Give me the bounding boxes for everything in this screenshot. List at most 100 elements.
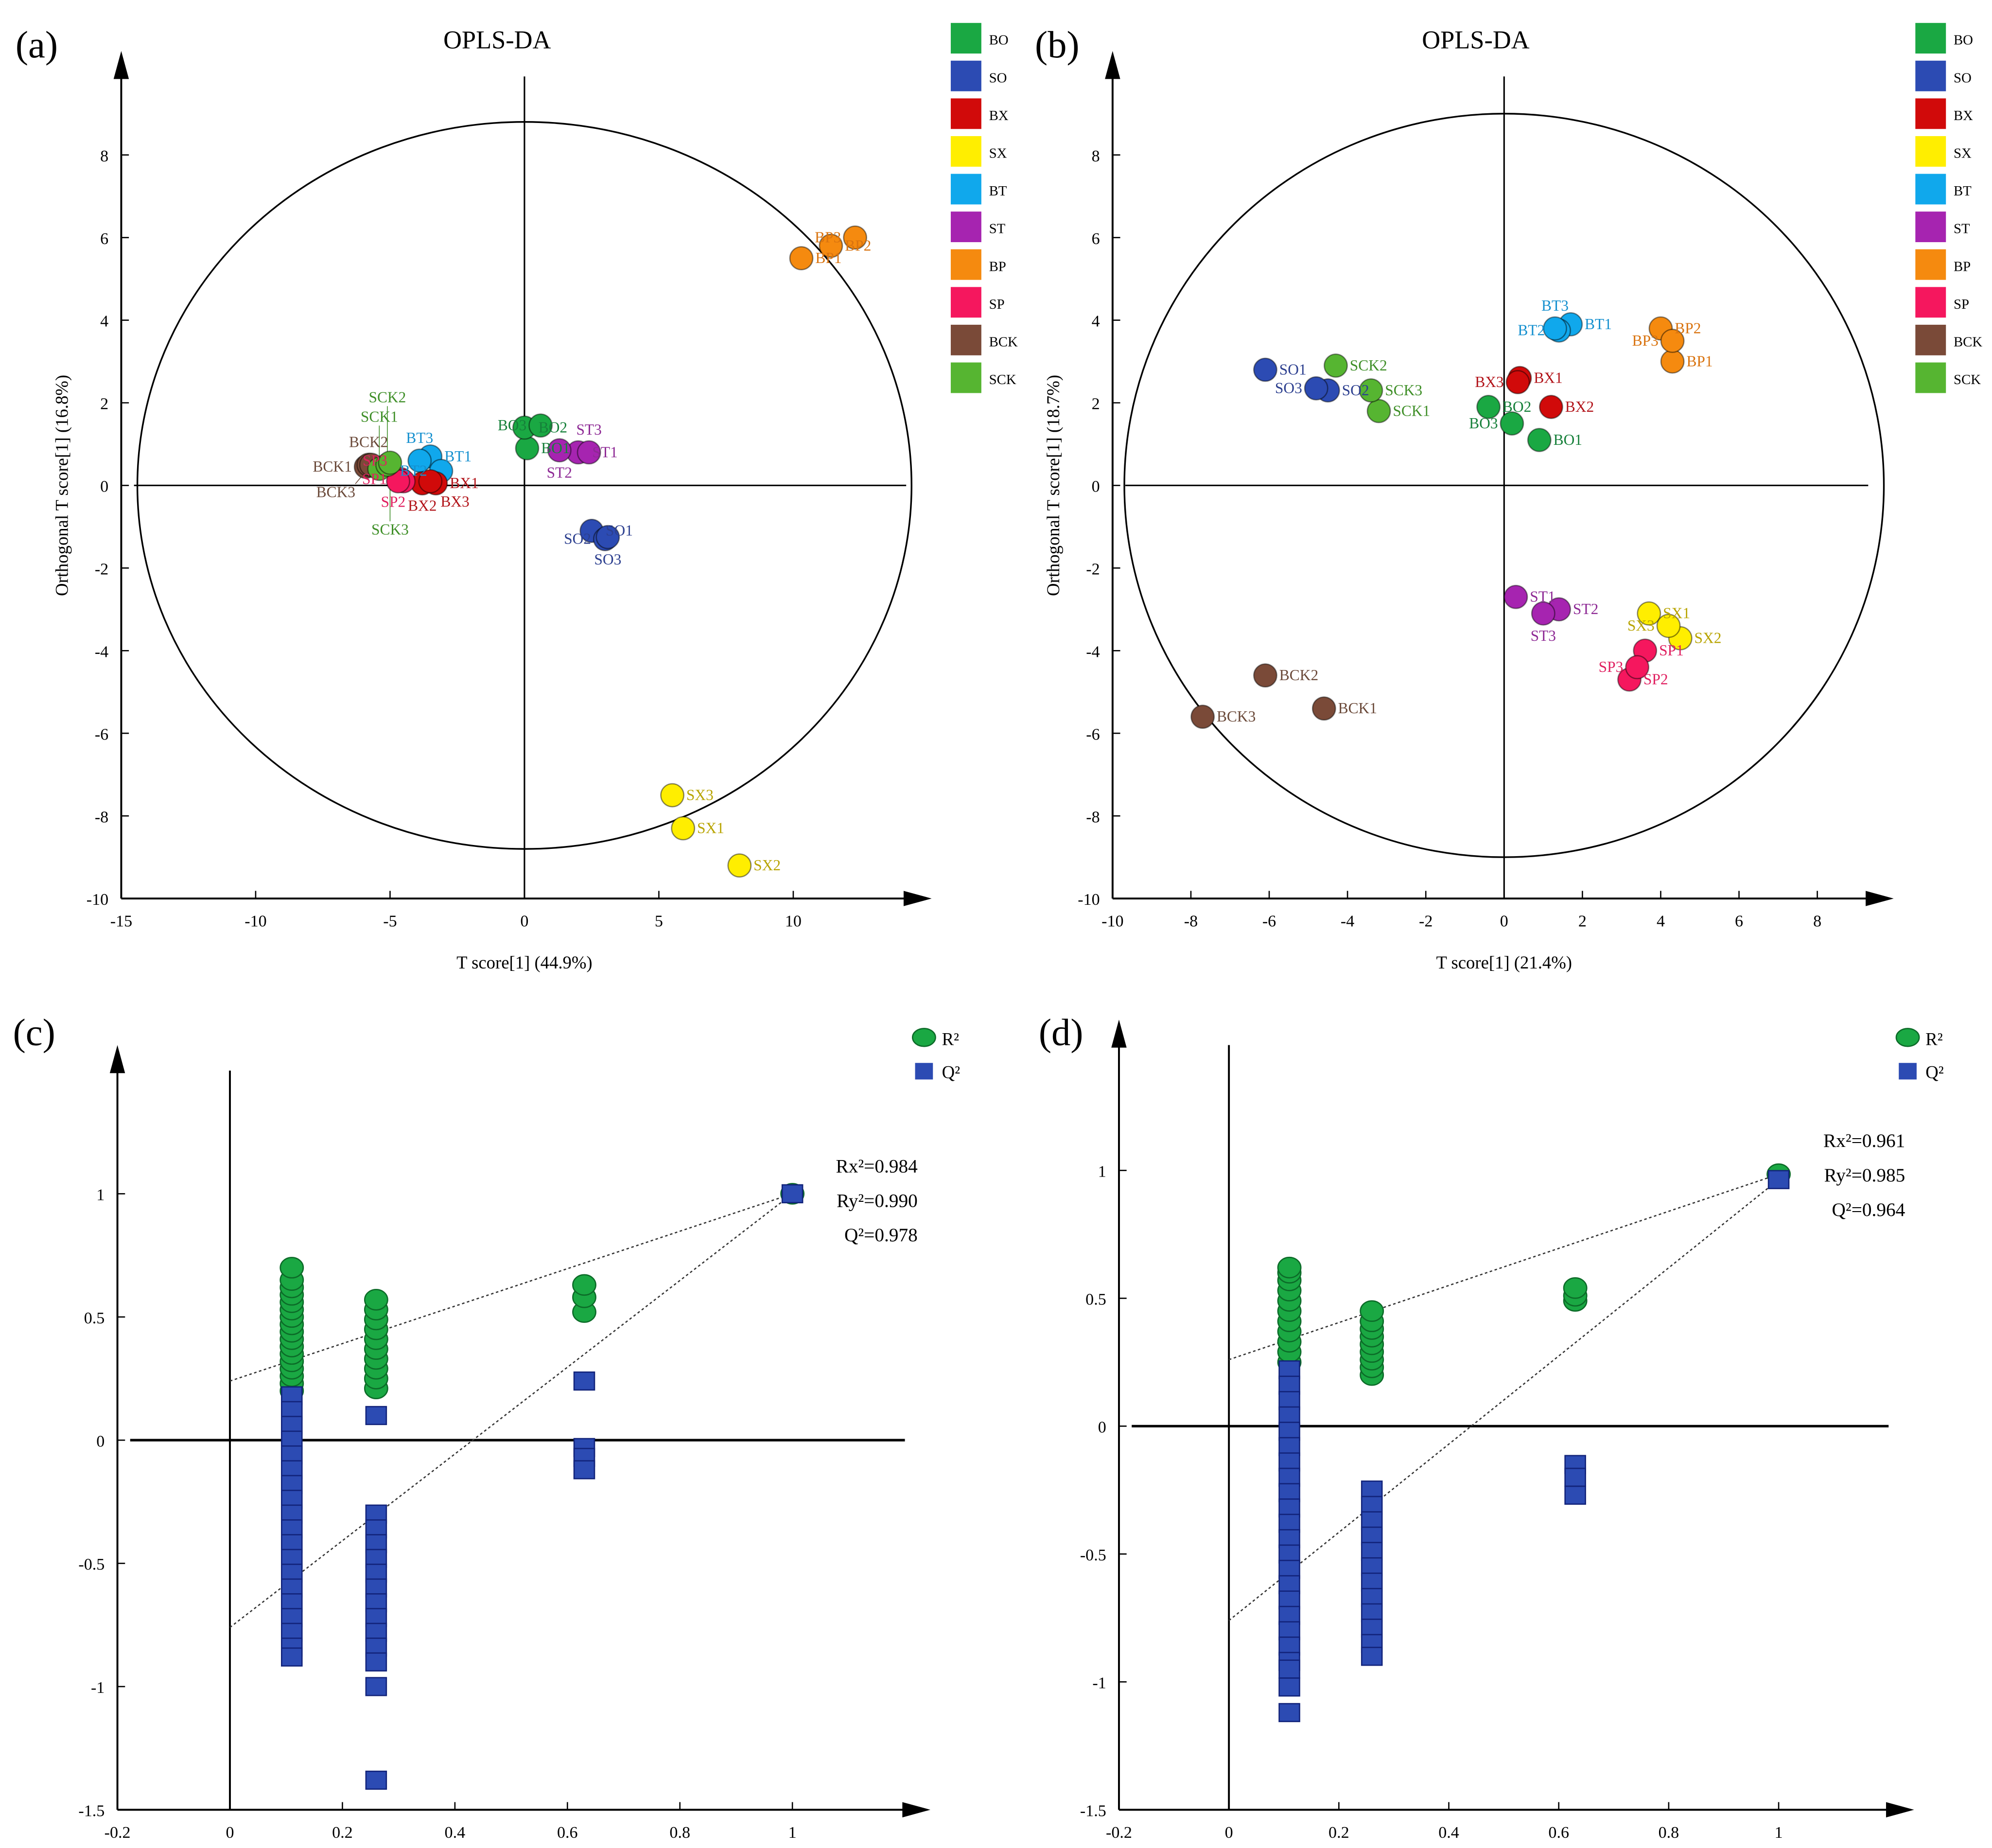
legend-swatch-SP [1915,287,1946,318]
legend-label: SO [1954,70,1972,86]
r2-regression-line [229,1193,793,1382]
legend-swatch-BX [950,98,981,129]
y-tick-label: -0.5 [1080,1546,1106,1564]
point-label: BX1 [450,475,478,492]
fit-statistic: Ry²=0.990 [837,1190,918,1211]
x-tick-label: 1 [788,1824,797,1842]
legend-swatch-BP [1915,249,1946,280]
chart-title: OPLS-DA [443,26,551,54]
legend-swatch-BO [1915,23,1946,54]
x-tick-label: 0.4 [1438,1824,1459,1842]
x-axis-label: T score[1] (44.9%) [456,952,592,972]
y-tick-label: 2 [100,395,108,413]
point-label: BCK2 [349,433,388,450]
y-tick-label: -6 [1086,725,1100,743]
point-label: SX3 [1627,617,1655,634]
panel-b: (b) OPLS-DA -10 -8 -6 -4 -2 0 2 4 6 8 -10 -8 -6 -4 -2 0 2 4… [1035,23,1982,972]
x-axis-arrow [1866,891,1894,906]
legend-swatch-SO [1915,60,1946,91]
fit-statistic: Rx²=0.984 [836,1156,918,1177]
point-label: BX1 [1534,369,1562,386]
point-label: SCK2 [368,389,406,406]
y-tick-label: 2 [1092,395,1100,413]
y-tick-label: -1.5 [78,1802,105,1820]
x-tick-label: -0.2 [105,1824,131,1842]
q2-point [1278,1703,1300,1723]
point-label: SP3 [363,452,387,469]
point-SP3 [1625,655,1650,680]
point-label: BT3 [406,429,433,446]
point-label: SP1 [1659,642,1684,659]
x-tick-label: 0 [226,1824,234,1842]
q2-point [365,1770,387,1790]
x-axis-label: T score[1] (21.4%) [1436,952,1572,972]
point-label: SO1 [1279,361,1307,378]
panel-label: (a) [16,24,58,66]
y-tick-label: 0.5 [1085,1290,1106,1308]
x-axis-arrow [903,891,932,906]
y-tick-label: 0.5 [84,1309,105,1327]
point-BCK3 [1190,704,1215,729]
legend-marker-q2 [1899,1063,1917,1080]
x-tick-label: 10 [785,913,802,931]
point-BP2 [819,233,843,258]
legend-label: BX [989,108,1009,123]
y-axis-arrow [1105,51,1120,79]
x-tick-label: -5 [383,913,397,931]
x-tick-label: 2 [1578,913,1587,931]
point-label: BP3 [815,229,841,246]
q2-point [573,1460,595,1479]
point-SO1 [1253,357,1277,382]
y-tick-label: -0.5 [78,1556,105,1574]
legend-swatch-SCK [1915,362,1946,393]
x-tick-label: 6 [1735,913,1743,931]
fit-statistic: Q²=0.978 [844,1224,918,1246]
legend-swatch-BCK [1915,324,1946,355]
point-label: BO1 [541,440,570,457]
legend-swatch-BT [1915,174,1946,205]
x-tick-label: 0 [1500,913,1508,931]
q2-point [1278,1659,1300,1679]
x-tick-label: -4 [1341,913,1354,931]
y-tick-label: -10 [87,891,108,909]
point-label: SP3 [1599,658,1624,675]
point-label: SO2 [1342,382,1369,399]
legend-label: SCK [1954,372,1981,387]
x-tick-label: 0 [1225,1824,1233,1842]
x-tick-label: -15 [110,913,132,931]
y-tick-label: -4 [1086,643,1100,661]
x-axis-arrow [1886,1802,1914,1818]
point-ST3 [1531,601,1555,626]
legend-swatch-BX [1915,98,1946,129]
point-BP1 [1660,349,1685,374]
legend-swatch-ST [950,211,981,243]
panel-label: (d) [1039,1012,1083,1054]
y-tick-label: -1 [91,1679,105,1697]
point-BCK2 [1253,663,1277,688]
x-tick-label: 1 [1775,1824,1783,1842]
point-label: SX2 [1695,630,1722,647]
point-label: BT2 [1518,322,1545,339]
point-SCK3 [378,450,402,475]
x-tick-label: 0.8 [1659,1824,1679,1842]
q2-point [573,1371,595,1391]
point-SX3 [660,783,684,808]
point-ST3 [577,440,601,465]
point-label: BCK1 [313,458,351,475]
y-axis-arrow [109,1045,125,1074]
legend-label: SCK [989,372,1016,387]
r2-point [572,1274,596,1296]
r2-point [1563,1277,1588,1299]
legend-swatch-SX [1915,136,1946,167]
legend-label: ST [989,221,1006,237]
point-ST1 [1503,584,1528,609]
point-SX2 [727,853,752,878]
point-SX3 [1656,614,1681,638]
point-SCK2 [1324,353,1348,378]
point-BO3 [528,413,553,438]
y-tick-label: -2 [95,560,108,578]
point-BP3 [1660,329,1685,353]
point-label: SX2 [753,857,781,874]
confidence-ellipse [136,121,912,850]
legend-swatch-SO [950,60,981,91]
